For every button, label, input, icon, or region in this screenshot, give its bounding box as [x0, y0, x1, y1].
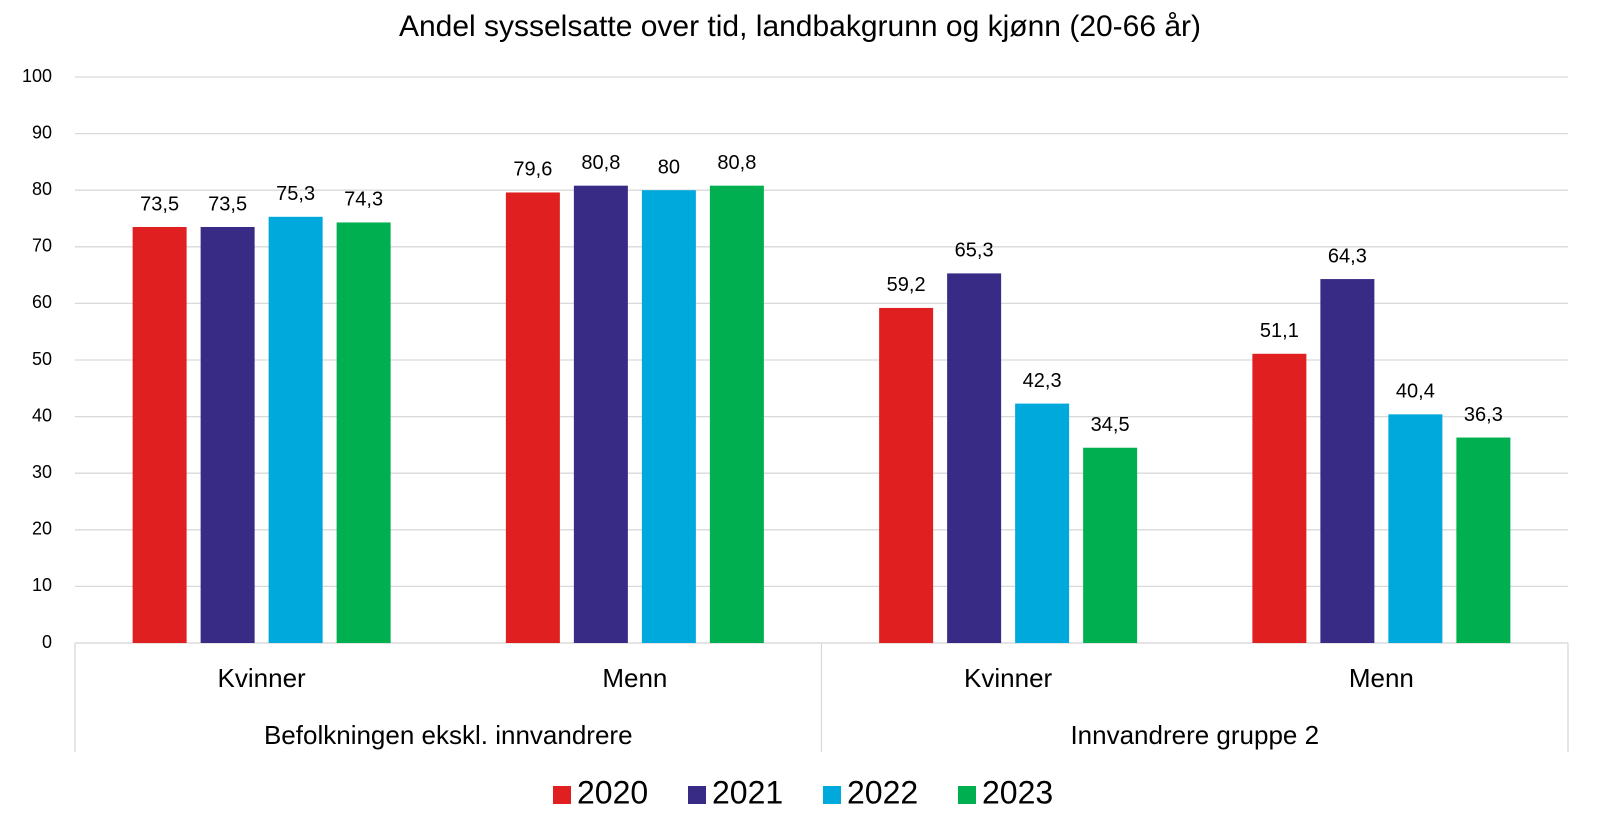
data-label: 36,3	[1464, 404, 1503, 426]
bar	[336, 222, 391, 643]
bar	[1083, 447, 1138, 643]
data-label: 64,3	[1328, 245, 1367, 267]
bar	[879, 307, 934, 643]
legend-label: 2022	[847, 774, 918, 810]
data-label: 73,5	[140, 193, 179, 215]
y-tick-label: 100	[22, 66, 52, 86]
bar	[1320, 279, 1375, 643]
legend-label: 2020	[577, 774, 648, 810]
legend-label: 2021	[712, 774, 783, 810]
bar	[947, 273, 1002, 643]
bar	[1015, 403, 1070, 643]
group-label: Befolkningen ekskl. innvandrere	[264, 720, 633, 750]
data-label: 80,8	[581, 152, 620, 174]
y-tick-label: 60	[32, 292, 52, 312]
x-tick-label: Menn	[1349, 663, 1414, 693]
legend-swatch	[553, 786, 571, 804]
bar	[200, 226, 255, 644]
data-label: 40,4	[1396, 381, 1435, 403]
data-label: 80,8	[717, 152, 756, 174]
y-tick-label: 30	[32, 462, 52, 482]
data-label: 59,2	[887, 274, 926, 296]
bar	[1456, 437, 1511, 643]
bar	[573, 185, 628, 643]
data-label: 73,5	[208, 193, 247, 215]
bar	[268, 216, 323, 643]
data-label: 51,1	[1260, 320, 1299, 342]
data-label: 75,3	[276, 183, 315, 205]
bar	[1388, 414, 1443, 643]
legend-swatch	[958, 786, 976, 804]
bar	[132, 226, 187, 644]
data-label: 80	[658, 156, 680, 178]
bar	[505, 192, 560, 644]
x-tick-label: Kvinner	[218, 663, 306, 693]
y-tick-label: 80	[32, 179, 52, 199]
y-tick-label: 0	[42, 632, 52, 652]
bar	[1252, 353, 1307, 643]
legend-swatch	[823, 786, 841, 804]
legend-label: 2023	[982, 774, 1053, 810]
y-tick-label: 10	[32, 575, 52, 595]
group-label: Innvandrere gruppe 2	[1070, 720, 1319, 750]
chart-title: Andel sysselsatte over tid, landbakgrunn…	[399, 10, 1201, 43]
y-tick-label: 70	[32, 236, 52, 256]
y-tick-label: 50	[32, 349, 52, 369]
y-tick-label: 40	[32, 405, 52, 425]
data-label: 34,5	[1091, 414, 1130, 436]
y-tick-label: 20	[32, 519, 52, 539]
data-label: 42,3	[1023, 370, 1062, 392]
legend-swatch	[688, 786, 706, 804]
bar	[641, 190, 696, 643]
data-label: 65,3	[955, 240, 994, 262]
y-tick-label: 90	[32, 122, 52, 142]
x-tick-label: Menn	[602, 663, 667, 693]
data-label: 79,6	[513, 159, 552, 181]
x-tick-label: Kvinner	[964, 663, 1052, 693]
data-label: 74,3	[344, 189, 383, 211]
bar	[709, 185, 764, 643]
